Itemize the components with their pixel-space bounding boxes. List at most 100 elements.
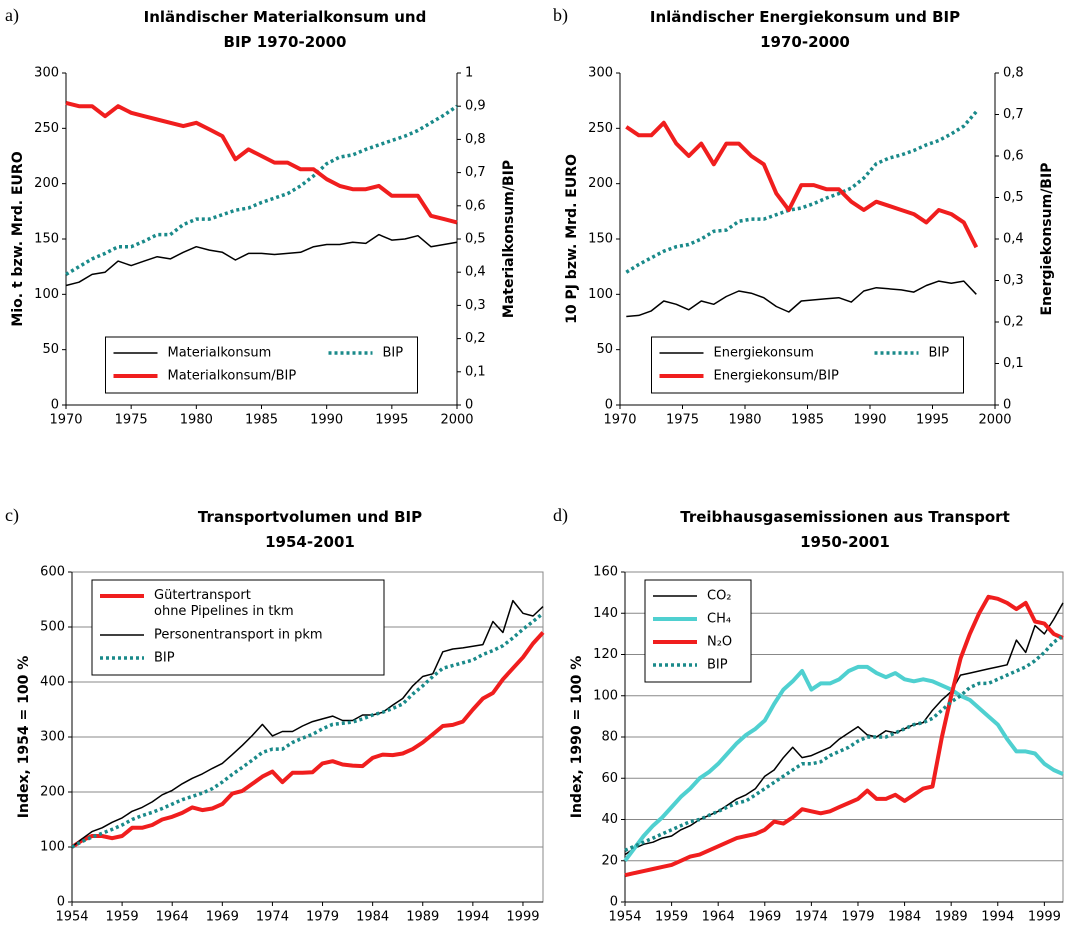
y2-tick-label: 0,2: [465, 331, 486, 346]
series-line: [70, 631, 545, 849]
y-tick-label: 200: [588, 176, 613, 191]
legend-box: [105, 336, 418, 394]
y-tick-label: 100: [588, 287, 613, 302]
y2-tick-label: 0,1: [1003, 356, 1024, 371]
x-tick-label: 1970: [49, 413, 82, 428]
y-tick-label: 600: [40, 565, 65, 580]
chart-title-box: Inländischer Materialkonsum und BIP 1970…: [143, 8, 427, 51]
y2-tick-label: 0,6: [1003, 149, 1024, 164]
legend-box: [644, 579, 752, 683]
x-tick-label: 1985: [791, 413, 824, 428]
x-tick-label: 1979: [306, 910, 339, 925]
x-tick-label: 1980: [728, 413, 761, 428]
x-tick-label: 1954: [55, 910, 88, 925]
y-tick-label: 250: [588, 121, 613, 136]
x-tick-label: 1959: [106, 910, 139, 925]
x-tick-label: 1974: [256, 910, 289, 925]
x-tick-label: 1985: [245, 413, 278, 428]
x-tick-label: 1989: [406, 910, 439, 925]
y2-tick-label: 0,6: [465, 198, 486, 213]
legend-label: BIP: [929, 346, 950, 361]
panel-label: a): [5, 5, 19, 26]
series-line: [625, 120, 979, 249]
y-axis-label: Index, 1990 = 100 %: [569, 656, 585, 818]
x-tick-label: 1989: [935, 910, 968, 925]
y2-tick-label: 0,7: [1003, 107, 1024, 122]
x-tick-label: 1975: [666, 413, 699, 428]
chart-title: Inländischer Materialkonsum und BIP 1970…: [143, 8, 427, 51]
series-line: [623, 664, 1064, 862]
y-axis-label: Index, 1954 = 100 %: [16, 656, 32, 818]
series-line: [624, 634, 1064, 853]
y-tick-label: 300: [34, 66, 59, 81]
series-line: [625, 110, 978, 274]
y-tick-label: 150: [34, 232, 59, 247]
y-tick-label: 100: [34, 287, 59, 302]
y2-tick-label: 0,2: [1003, 315, 1024, 330]
legend-label: BIP: [707, 658, 728, 673]
y2-tick-label: 0,5: [1003, 190, 1024, 205]
x-tick-label: 2000: [978, 413, 1011, 428]
y2-tick-label: 0,9: [465, 99, 486, 114]
series-line: [65, 233, 458, 287]
legend-box: [651, 336, 964, 394]
series-line: [71, 611, 545, 849]
y-tick-label: 500: [40, 620, 65, 635]
x-tick-label: 1984: [888, 910, 921, 925]
series-line: [624, 594, 1064, 878]
y-tick-label: 250: [34, 121, 59, 136]
x-tick-label: 1999: [1028, 910, 1061, 925]
y-tick-label: 20: [601, 853, 618, 868]
y-tick-label: 120: [593, 647, 618, 662]
legend-label: Gütertransport ohne Pipelines in tkm: [154, 588, 294, 619]
y-tick-label: 100: [593, 688, 618, 703]
y-tick-label: 400: [40, 675, 65, 690]
x-tick-label: 1990: [310, 413, 343, 428]
chart-title: Treibhausgasemissionen aus Transport 195…: [680, 508, 1010, 551]
y2-axis-label: Materialkonsum/BIP: [501, 160, 517, 318]
x-tick-label: 1979: [841, 910, 874, 925]
y2-tick-label: 0,8: [1003, 66, 1024, 81]
legend-label: Energiekonsum: [714, 346, 814, 361]
y-tick-label: 0: [605, 398, 613, 413]
panel-label: d): [553, 505, 568, 526]
y-tick-label: 300: [40, 730, 65, 745]
x-tick-label: 1995: [916, 413, 949, 428]
y2-tick-label: 0: [465, 398, 473, 413]
legend-label: Energiekonsum/BIP: [714, 369, 839, 384]
x-tick-label: 1994: [456, 910, 489, 925]
y-tick-label: 200: [34, 176, 59, 191]
y2-tick-label: 0,8: [465, 132, 486, 147]
chart-title: Transportvolumen und BIP 1954-2001: [197, 508, 423, 551]
y-tick-label: 0: [610, 895, 618, 910]
series-line: [65, 104, 458, 276]
y-tick-label: 50: [42, 342, 59, 357]
y-axis-label: 10 PJ bzw. Mrd. EURO: [564, 154, 580, 324]
y-tick-label: 300: [588, 66, 613, 81]
y-tick-label: 140: [593, 606, 618, 621]
legend-label: CH₄: [707, 612, 731, 627]
series-line: [71, 599, 544, 848]
legend-label: CO₂: [707, 589, 732, 604]
x-tick-label: 1969: [206, 910, 239, 925]
x-tick-label: 1969: [748, 910, 781, 925]
x-tick-label: 1994: [981, 910, 1014, 925]
y2-tick-label: 0,7: [465, 165, 486, 180]
x-tick-label: 1990: [853, 413, 886, 428]
y2-tick-label: 0,1: [465, 364, 486, 379]
y-tick-label: 60: [601, 771, 618, 786]
y2-tick-label: 0,4: [465, 265, 486, 280]
y-tick-label: 160: [593, 565, 618, 580]
y-tick-label: 80: [601, 730, 618, 745]
x-tick-label: 1984: [356, 910, 389, 925]
chart-title: Inländischer Energiekonsum und BIP 1970-…: [649, 8, 961, 51]
y-tick-label: 40: [601, 812, 618, 827]
x-tick-label: 1999: [506, 910, 539, 925]
y-axis-label: Mio. t bzw. Mrd. EURO: [10, 151, 26, 326]
x-tick-label: 1995: [375, 413, 408, 428]
panel-label: b): [553, 5, 568, 26]
y-tick-label: 100: [40, 840, 65, 855]
legend-label: Materialkonsum/BIP: [168, 369, 297, 384]
